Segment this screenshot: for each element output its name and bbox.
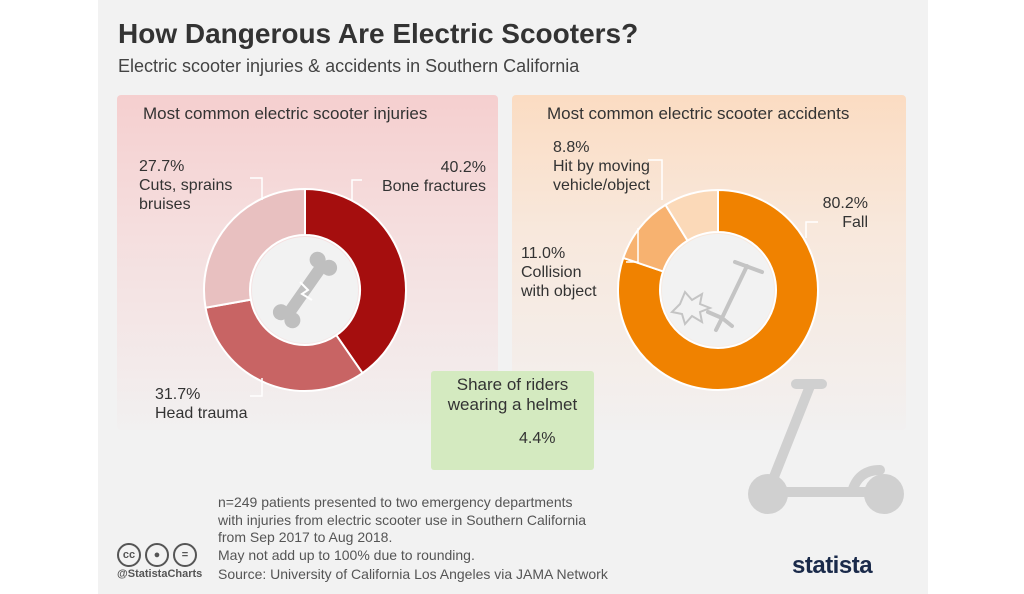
leader-line-collision (626, 228, 639, 263)
cc-license-icon: cc (117, 543, 141, 567)
statista-charts-handle: @StatistaCharts (117, 568, 203, 580)
no-derivatives-icon: = (173, 543, 197, 567)
leader-line-cuts (250, 177, 263, 200)
slice-fall (617, 188, 819, 391)
leader-lines (250, 159, 818, 397)
label-collision: 11.0% Collision with object (521, 245, 597, 300)
helmet-share-box (431, 371, 594, 470)
statista-logo: statista (792, 552, 873, 579)
leader-line-bone (351, 179, 362, 200)
label-head-trauma: 31.7% Head trauma (155, 386, 248, 422)
injuries-panel-title: Most common electric scooter injuries (143, 104, 428, 123)
attribution-icon: ● (145, 543, 169, 567)
bone-icon (272, 251, 338, 329)
accidents-panel-title: Most common electric scooter accidents (547, 104, 850, 123)
helmet-share-value: 4.4% (519, 430, 556, 447)
page-subtitle: Electric scooter injuries & accidents in… (118, 56, 580, 76)
slice-bone-fractures (304, 187, 407, 375)
label-cuts-sprains-bruises: 27.7% Cuts, sprains bruises (139, 158, 233, 213)
label-bone-fractures: 40.2% Bone fractures (381, 159, 486, 195)
leader-line-fall (805, 221, 818, 238)
crash-scooter-icon (669, 260, 764, 332)
scooter-wheels (748, 474, 904, 514)
slice-cuts-sprains-bruises (203, 187, 306, 309)
label-hit-by-vehicle: 8.8% Hit by moving vehicle/object (553, 139, 650, 194)
slice-hit-by-moving-vehicle (664, 188, 719, 243)
leader-line-head (250, 378, 263, 397)
helmet-share-title: Share of riders wearing a helmet (447, 375, 578, 414)
scooter-illustration (763, 379, 885, 497)
slice-head-trauma (204, 298, 364, 392)
label-fall: 80.2% Fall (822, 195, 868, 231)
accidents-donut (617, 188, 819, 391)
leader-line-hit (648, 159, 663, 200)
page-title: How Dangerous Are Electric Scooters? (118, 18, 639, 49)
source-note: Source: University of California Los Ang… (218, 566, 608, 582)
footnote: n=249 patients presented to two emergenc… (218, 494, 587, 563)
